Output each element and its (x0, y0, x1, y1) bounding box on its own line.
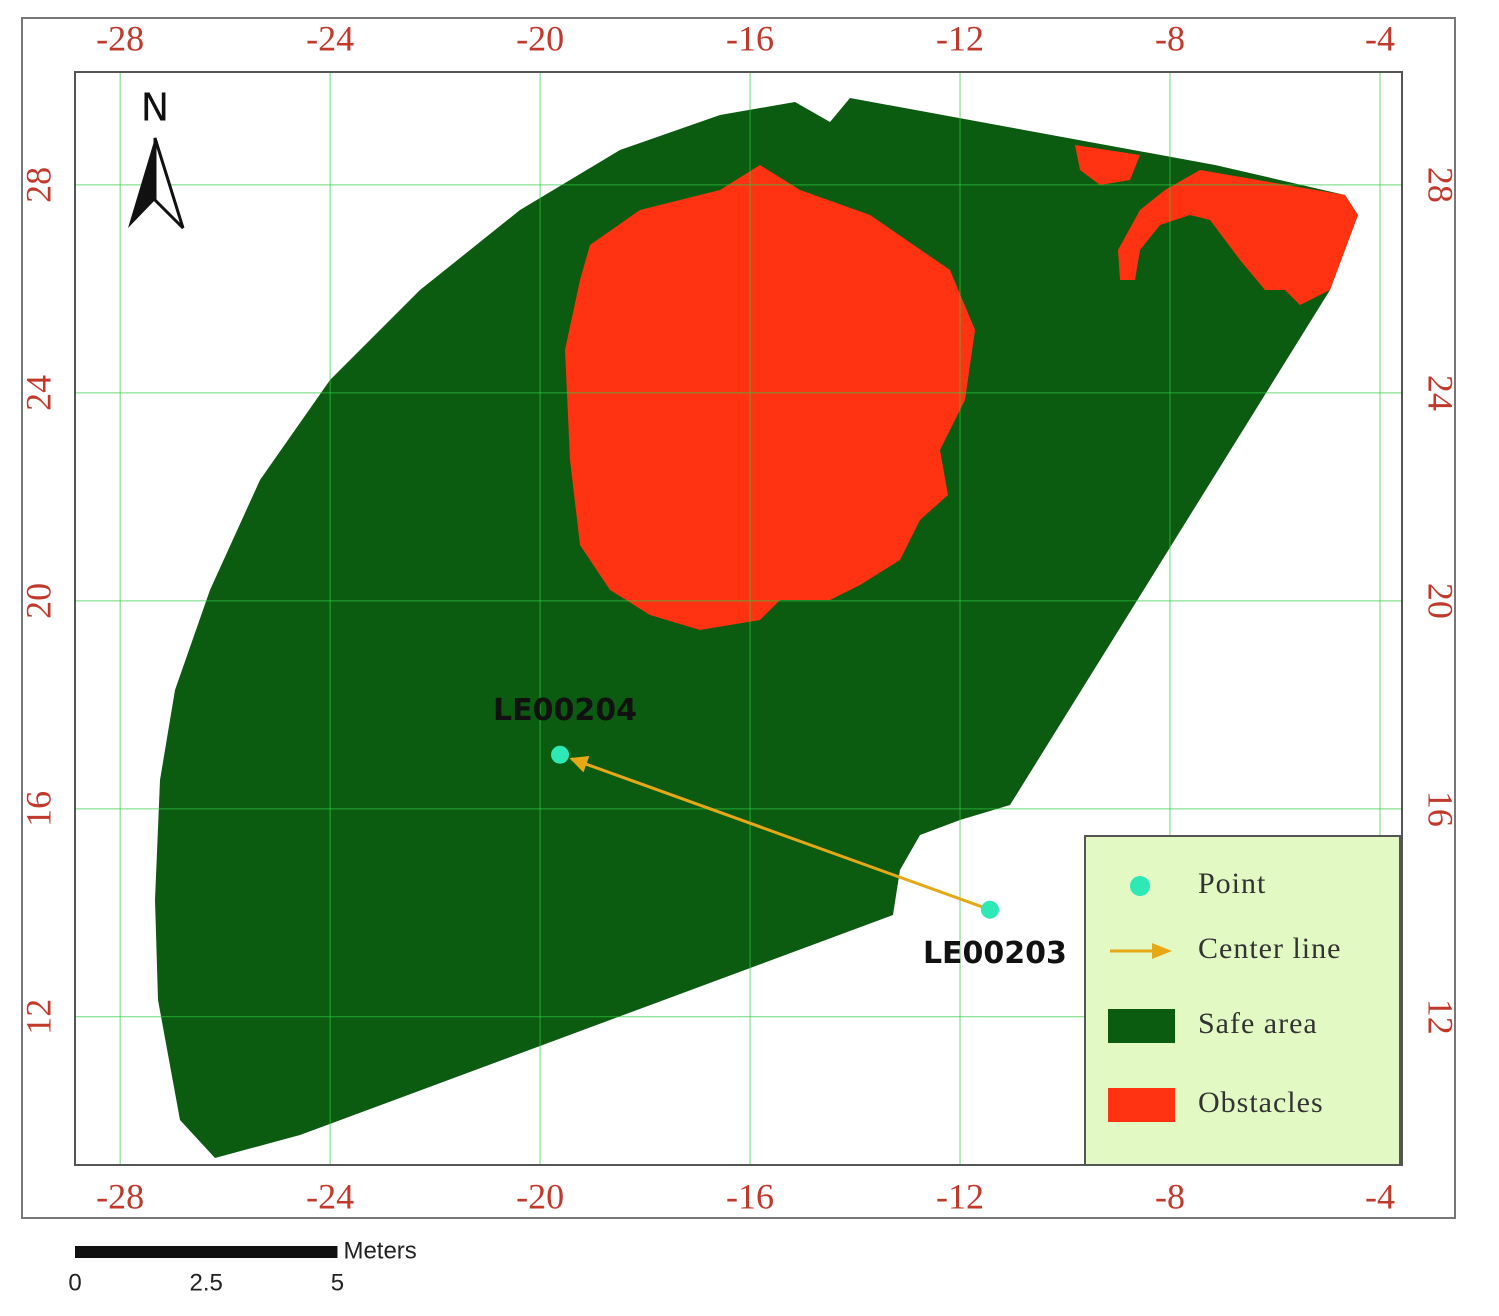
scale-unit: Meters (343, 1237, 416, 1264)
legend-symbol (1108, 1009, 1175, 1043)
x-tick-label: -8 (1155, 1176, 1185, 1216)
x-tick-label: -4 (1365, 18, 1395, 58)
y-tick-label: 28 (1421, 167, 1461, 203)
map-area (75, 72, 1402, 1165)
north-label: N (141, 86, 169, 130)
legend-symbol (1130, 876, 1150, 896)
legend-symbol (1108, 1088, 1175, 1122)
y-tick-label: 12 (1421, 999, 1461, 1035)
scale-tick-label: 0 (68, 1269, 81, 1296)
scale-bar: 0 2.5 5 Meters (68, 1237, 416, 1296)
legend-label: Obstacles (1198, 1086, 1324, 1119)
obstacle (565, 165, 975, 630)
point-label: LE00203 (923, 936, 1067, 971)
plot-frame (74, 71, 1403, 1166)
north-arrow: N (128, 86, 185, 230)
x-tick-label: -24 (306, 18, 354, 58)
safe-area (155, 98, 1358, 1158)
y-tick-label: 28 (18, 167, 58, 203)
y-tick-label: 16 (18, 791, 58, 827)
x-tick-label: -20 (516, 18, 564, 58)
center-line-head (569, 756, 590, 773)
legend-symbol (1152, 943, 1172, 959)
legend: Point Center line Safe area Obstacles (1108, 867, 1341, 1122)
legend-label: Safe area (1198, 1007, 1318, 1040)
y-tick-label: 24 (18, 375, 58, 411)
x-tick-label: -12 (936, 18, 984, 58)
x-tick-label: -28 (96, 1176, 144, 1216)
x-tick-label: -4 (1365, 1176, 1395, 1216)
legend-label: Point (1198, 867, 1266, 900)
y-tick-label: 20 (18, 583, 58, 619)
y-tick-label: 16 (1421, 791, 1461, 827)
x-tick-label: -12 (936, 1176, 984, 1216)
x-tick-label: -28 (96, 18, 144, 58)
y-tick-label: 24 (1421, 375, 1461, 411)
point-label: LE00204 (493, 693, 637, 728)
x-tick-label: -20 (516, 1176, 564, 1216)
scale-bar-body (75, 1246, 338, 1258)
scale-tick-label: 5 (331, 1269, 344, 1296)
x-tick-label: -8 (1155, 18, 1185, 58)
obstacle (1118, 170, 1358, 305)
obstacle (1075, 145, 1140, 185)
y-tick-label: 12 (18, 999, 58, 1035)
y-tick-label: 20 (1421, 583, 1461, 619)
north-arrow-left (128, 138, 155, 228)
center-line (570, 757, 991, 912)
point (980, 900, 999, 919)
point (551, 745, 570, 764)
north-arrow-right (153, 137, 185, 230)
points-layer (551, 745, 999, 919)
x-tick-label: -16 (726, 1176, 774, 1216)
legend-label: Center line (1198, 932, 1341, 965)
x-tick-label: -24 (306, 1176, 354, 1216)
scale-tick-label: 2.5 (190, 1269, 223, 1296)
x-tick-label: -16 (726, 18, 774, 58)
